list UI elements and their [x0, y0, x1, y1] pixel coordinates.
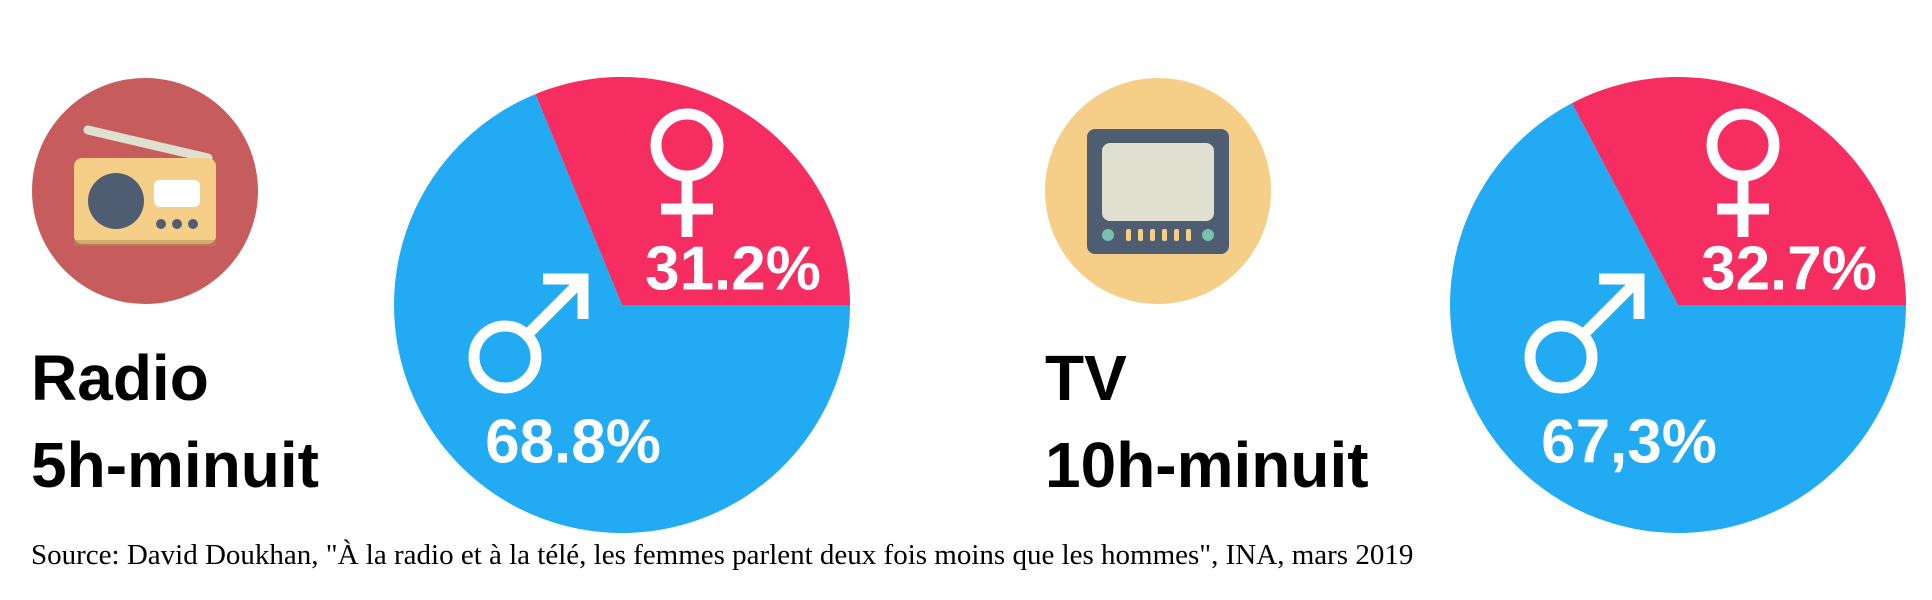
chart-subtitle: 10h-minuit — [1045, 429, 1369, 501]
tv-icon — [1045, 78, 1271, 304]
male-symbol — [1579, 275, 1643, 339]
value-label: 67,3% — [1541, 407, 1717, 476]
gender-symbols — [1524, 108, 1780, 394]
male-symbol — [468, 320, 542, 394]
source-note: Source: David Doukhan, "À la radio et à … — [31, 538, 1413, 571]
chart-subtitle: 5h-minuit — [31, 429, 319, 501]
chart-title: Radio — [31, 342, 209, 414]
radio-icon — [32, 78, 258, 304]
value-label: 32.7% — [1701, 234, 1877, 303]
pie-slice — [1450, 103, 1906, 533]
value-label: 31.2% — [645, 234, 821, 303]
chart-title: TV — [1045, 342, 1127, 414]
male-symbol — [523, 275, 587, 339]
pie-slice — [394, 94, 850, 533]
pie-slice — [535, 76, 850, 305]
male-symbol — [1524, 320, 1598, 394]
gender-symbols — [468, 108, 724, 394]
value-label: 68.8% — [485, 407, 661, 476]
male-symbol — [543, 273, 589, 319]
male-symbol — [1599, 273, 1645, 319]
